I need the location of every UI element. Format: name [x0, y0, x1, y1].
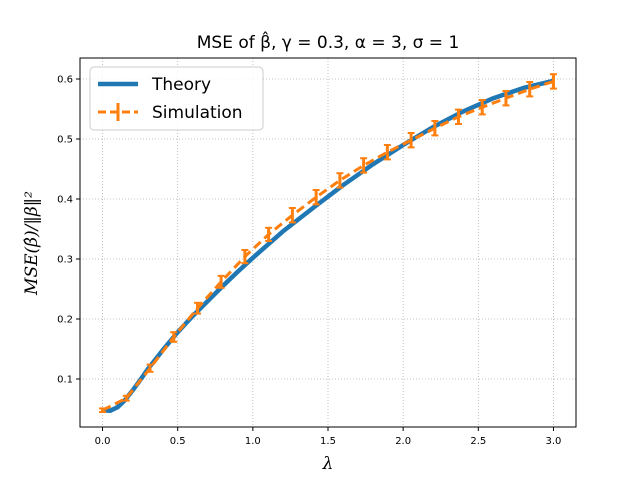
y-tick-label: 0.3	[57, 255, 73, 266]
simulation-errorbar	[407, 132, 415, 149]
y-axis-label: MSE(β̂)/‖β‖²	[22, 191, 42, 296]
x-axis-label: λ	[322, 454, 334, 474]
x-tick-label: 1.0	[245, 436, 261, 447]
y-tick-label: 0.5	[57, 135, 73, 146]
simulation-errorbar	[122, 394, 130, 402]
simulation-errorbar	[454, 108, 462, 125]
simulation-errorbar	[241, 249, 249, 265]
simulation-errorbar	[312, 189, 320, 206]
simulation-errorbar	[478, 99, 486, 116]
simulation-errorbar	[336, 172, 344, 189]
legend: Theory Simulation	[89, 66, 264, 131]
simulation-errorbar	[549, 73, 557, 90]
legend-simulation-label: Simulation	[152, 103, 243, 123]
chart-title: MSE of β̂, γ = 0.3, α = 3, σ = 1	[197, 30, 460, 53]
simulation-errorbar	[217, 274, 225, 289]
y-tick-label: 0.2	[57, 315, 73, 326]
x-tick-label: 1.5	[320, 436, 336, 447]
series-layer	[99, 73, 557, 414]
ticks: 0.0 0.5 1.0 1.5 2.0 2.5 3.0 0.1 0.2 0.3 0.4 0.5 0.6	[57, 75, 561, 448]
legend-theory-label: Theory	[151, 75, 211, 95]
simulation-errorbar	[194, 301, 202, 315]
x-tick-label: 3.0	[546, 436, 562, 447]
simulation-errorbar	[502, 90, 510, 107]
x-tick-label: 2.0	[395, 436, 411, 447]
x-tick-label: 0.5	[170, 436, 186, 447]
simulation-errorbar	[526, 81, 534, 98]
simulation-errorbar	[360, 157, 368, 174]
x-tick-label: 2.5	[470, 436, 486, 447]
simulation-errorbar	[99, 407, 107, 413]
simulation-errorbar	[146, 363, 154, 373]
y-tick-label: 0.6	[57, 75, 73, 86]
simulation-errorbar	[383, 144, 391, 161]
simulation-errorbar	[170, 331, 178, 343]
x-tick-label: 0.0	[95, 436, 111, 447]
y-tick-label: 0.4	[57, 195, 73, 206]
simulation-errorbar	[265, 226, 273, 242]
y-tick-label: 0.1	[57, 375, 73, 386]
simulation-errorbar	[431, 120, 439, 137]
simulation-errorbar	[288, 207, 296, 224]
